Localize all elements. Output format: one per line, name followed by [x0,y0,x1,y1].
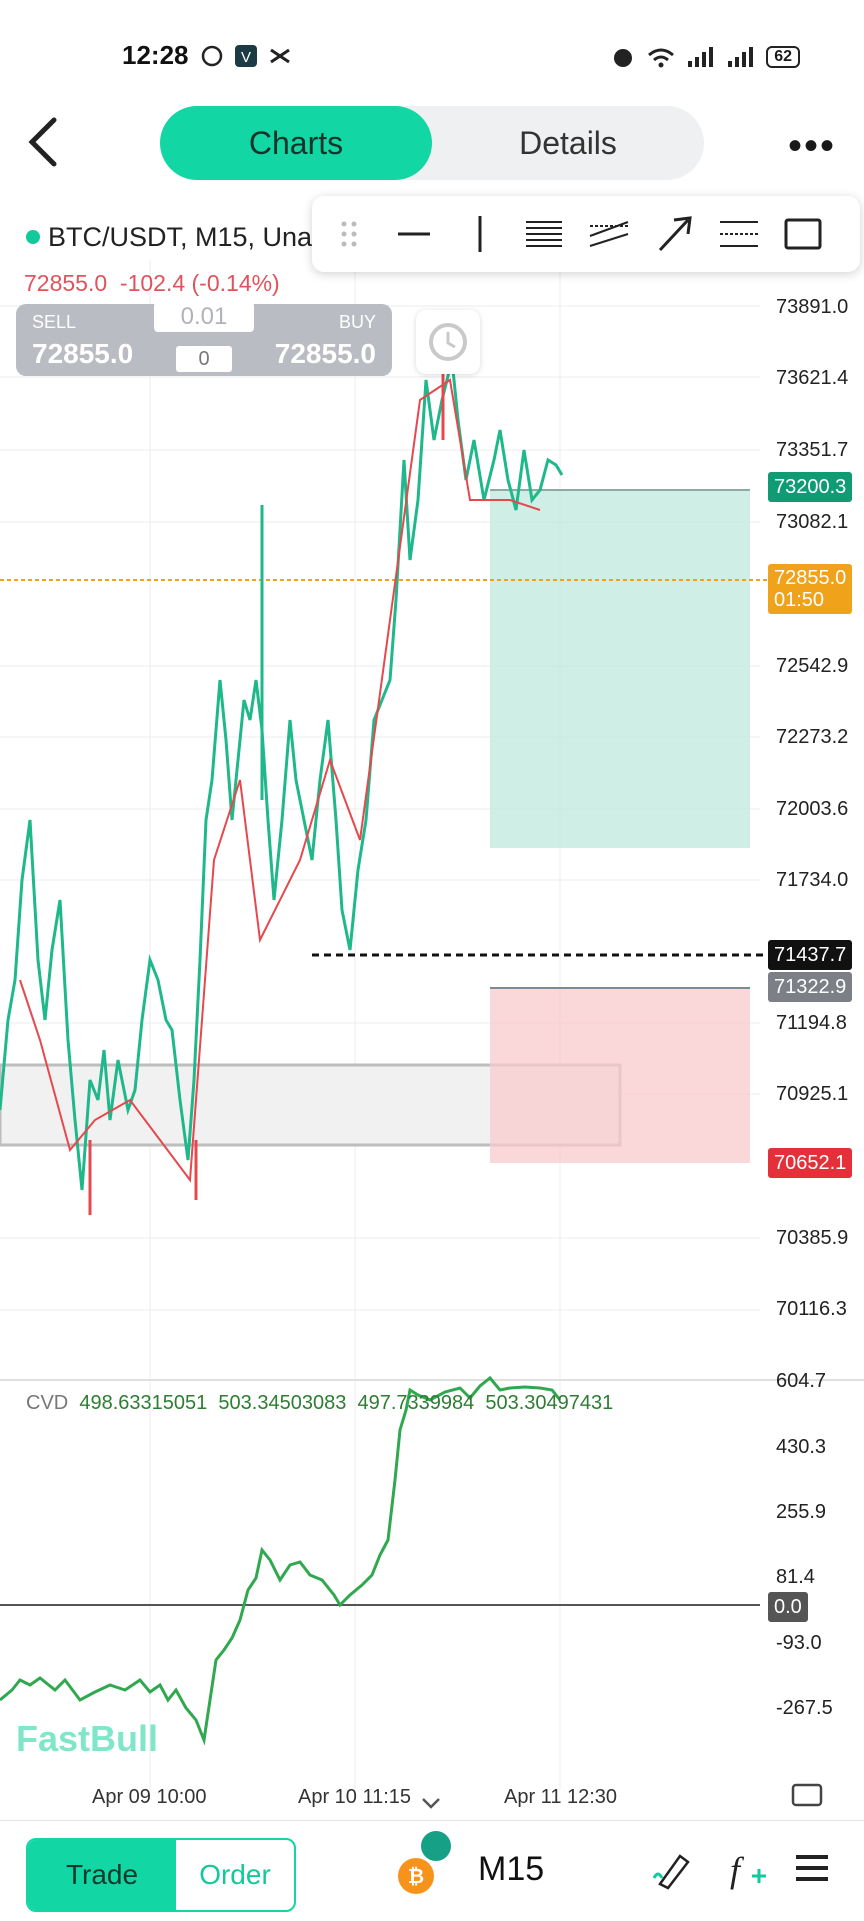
market-status-dot [26,230,40,244]
fib-retracement-tool-icon [526,221,562,247]
cvd-value: 498.63315051 [79,1392,208,1414]
time-tick: Apr 10 11:15 [298,1786,412,1808]
level-line-price-tag[interactable]: 71437.7 [768,940,853,970]
time-tick: Apr 09 10:00 [92,1786,207,1808]
cvd-line [0,1375,562,1746]
price-tick: 71734.0 [776,869,849,891]
status-time: 12:28 [122,40,189,70]
price-tick: 72542.9 [776,655,849,677]
cvd-tick: -267.5 [776,1697,833,1719]
cvd-label: CVD [26,1392,69,1414]
time-tick: Apr 11 12:30 [504,1786,618,1808]
price-tick: 70116.3 [776,1298,847,1320]
signal-icon-2 [728,47,754,67]
symbol-title[interactable]: BTC/USDT, M15, Una [48,222,313,252]
trade-tab[interactable]: Trade [28,1840,176,1910]
status-app-icons: V [200,44,292,68]
tab-charts[interactable]: Charts [160,106,432,180]
more-menu-button[interactable]: ••• [787,124,836,168]
capcut-icon [270,48,290,64]
wifi-icon [648,48,675,68]
indicators-fx-icon[interactable]: f [724,1846,770,1892]
current-price-tag: 72855.0 01:50 [768,564,853,614]
price-change: -102.4 (-0.14%) [119,270,280,296]
price-tick: 73082.1 [776,511,849,533]
cvd-value: 503.34503083 [218,1392,347,1414]
drawing-toolbar [312,196,860,272]
refresh-button[interactable] [416,310,480,374]
price-tick: 71194.8 [776,1012,847,1034]
entry-price-tag[interactable]: 71322.9 [768,972,853,1002]
current-price-value: 72855.0 [774,567,847,589]
price-tick: 70925.1 [776,1083,849,1105]
cvd-value: 503.30497431 [485,1392,614,1414]
drag-handle-icon [341,221,357,247]
timeframe-selector[interactable]: M15 [478,1850,545,1888]
battery-icon: 62 [766,46,800,68]
position-count: 0 [176,346,232,372]
signal-icon [688,47,714,67]
trend-lines-tool-icon [720,221,758,247]
candle-countdown: 01:50 [774,589,825,611]
price-tick: 73891.0 [776,296,849,318]
buy-price-button[interactable]: 72855.0 [274,338,376,369]
price-tick: 73351.7 [776,439,849,461]
fastbull-watermark: FastBull [16,1718,159,1759]
drawing-pen-icon[interactable] [652,1850,694,1890]
order-tab[interactable]: Order [199,1859,271,1890]
cvd-value: 497.7339984 [357,1392,475,1414]
lot-size-input[interactable]: 0.01 [154,302,254,332]
cvd-tick: 255.9 [776,1501,827,1523]
svg-text:f: f [730,1850,745,1890]
price-tick: 72003.6 [776,798,849,820]
fullscreen-icon[interactable] [790,1782,824,1808]
buy-label: BUY [338,312,376,332]
svg-text:V: V [241,49,251,66]
chevron-down-icon[interactable] [420,1796,442,1810]
btc-usdt-icon[interactable]: ₿ [396,1826,456,1902]
whatsapp-icon [201,45,223,67]
menu-icon[interactable] [794,1852,830,1884]
arrow-tool-icon [658,216,692,252]
tab-details[interactable]: Details [519,124,617,161]
sell-price-button[interactable]: 72855.0 [32,338,134,369]
symbol-quote: 72855.0 -102.4 (-0.14%) [24,270,280,297]
drawing-tools [341,216,822,252]
cvd-legend: CVD 498.63315051 503.34503083 497.733998… [26,1392,613,1415]
status-system-icons: 62 [610,44,800,70]
back-arrow-icon[interactable] [24,116,64,168]
rectangle-tool-icon [784,218,822,250]
stop-loss-zone [490,988,750,1163]
cvd-tick: -93.0 [776,1632,822,1654]
last-price: 72855.0 [24,270,108,296]
price-chart[interactable] [0,260,864,1820]
cvd-tick: 430.3 [776,1436,827,1458]
app-v-icon: V [235,45,257,67]
svg-text:₿: ₿ [408,1866,424,1888]
trade-order-switch: Trade Order [26,1838,296,1912]
price-tick: 70385.9 [776,1227,849,1249]
price-tick: 72273.2 [776,726,849,748]
sync-icon [429,323,467,361]
cvd-tick: 604.7 [776,1370,827,1392]
alarm-icon [614,49,633,67]
cvd-tick: 81.4 [776,1566,815,1588]
price-tick: 73621.4 [776,367,849,389]
cvd-zero-tag: 0.0 [768,1592,808,1622]
take-profit-zone [490,490,750,848]
take-profit-price-tag[interactable]: 73200.3 [768,472,853,502]
parallel-channel-tool-icon [589,221,629,247]
stop-loss-price-tag[interactable]: 70652.1 [768,1148,853,1178]
sell-label: SELL [32,312,77,332]
